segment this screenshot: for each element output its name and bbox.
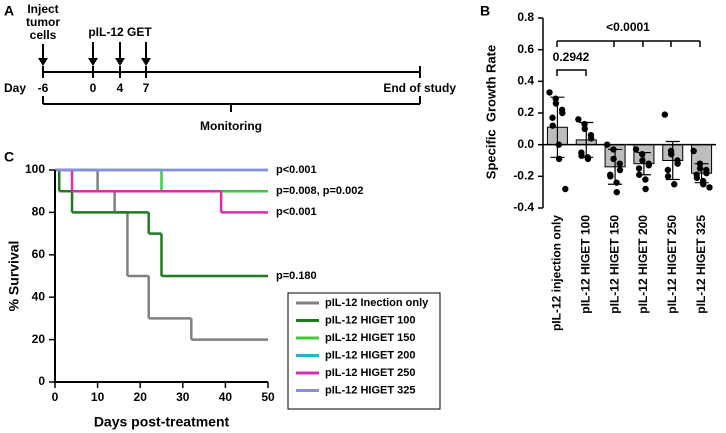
- y-tick-label: 100: [25, 162, 45, 176]
- timeline-axis-label: Day: [4, 81, 26, 95]
- timeline-arrows: [38, 58, 151, 66]
- x-tick-label: 40: [219, 390, 233, 404]
- data-point: [587, 135, 595, 142]
- data-point: [616, 160, 623, 167]
- x-tick-label: 0: [52, 390, 59, 404]
- error-bar: [636, 151, 651, 176]
- day-label: 0: [90, 81, 97, 95]
- y-tick-label: -0.2: [513, 169, 534, 183]
- data-point: [632, 146, 640, 153]
- significance-brackets: [556, 40, 701, 76]
- inject-label: Inject tumor cells: [26, 2, 60, 42]
- day-label: -6: [38, 81, 49, 95]
- x-tick-label: pIL-12 injection only: [550, 215, 564, 331]
- x-tick-label: pIL-12 HIGET 200: [636, 215, 650, 314]
- data-point: [559, 109, 566, 117]
- legend-label: pIL-12 HIGET 100: [325, 314, 415, 326]
- y-axis-label: Specific Growth Rate: [483, 45, 498, 179]
- legend-label: pIL-12 HIGET 150: [325, 332, 415, 344]
- data-point: [661, 111, 669, 118]
- data-point: [671, 181, 678, 188]
- error-bar: [665, 140, 680, 181]
- y-tick-label: -0.4: [513, 200, 534, 214]
- x-tick-label: pIL-12 HIGET 150: [607, 215, 621, 314]
- x-tick-label: 10: [91, 390, 105, 404]
- panel-label: A: [4, 3, 14, 19]
- day-label: 7: [143, 81, 150, 95]
- x-tick-label: 20: [134, 390, 148, 404]
- data-point: [552, 100, 560, 107]
- y-tick-label: 0.8: [517, 10, 534, 24]
- data-point: [664, 166, 672, 174]
- panel-label: C: [4, 149, 14, 165]
- y-tick-label: 60: [32, 247, 46, 261]
- x-tick-label: pIL-12 HIGET 100: [578, 215, 592, 314]
- period-label: Monitoring: [200, 119, 262, 133]
- y-tick-label: 0: [38, 374, 45, 388]
- y-tick-label: 0.0: [517, 137, 534, 151]
- data-point: [693, 174, 701, 182]
- x-tick-label: pIL-12 HIGET 250: [665, 215, 679, 314]
- data-point: [635, 165, 643, 172]
- data-point: [578, 152, 585, 159]
- x-axis-label: Days post-treatment: [94, 414, 230, 430]
- p-value: p=0.180: [276, 270, 317, 282]
- data-point: [642, 185, 649, 193]
- p-value: <0.0001: [606, 20, 650, 34]
- error-bar: [608, 148, 623, 185]
- y-tick-label: 0.2: [517, 105, 534, 119]
- data-point: [581, 125, 588, 133]
- x-tick-label: 50: [261, 390, 275, 404]
- data-point: [613, 188, 620, 196]
- axes: [54, 170, 268, 383]
- data-point: [668, 150, 675, 158]
- data-point: [690, 147, 697, 155]
- data-point: [562, 185, 569, 193]
- data-point: [613, 179, 620, 186]
- data-point: [549, 114, 556, 121]
- legend-label: pIL-12 HIGET 200: [325, 349, 415, 361]
- data-point: [546, 89, 553, 96]
- data-point: [575, 116, 582, 123]
- data-point: [642, 176, 649, 183]
- data-point: [610, 155, 617, 163]
- x-tick-label: pIL-12 HIGET 325: [694, 215, 708, 314]
- p-value: 0.2942: [553, 50, 590, 64]
- p-value: p<0.001: [276, 164, 317, 176]
- legend-box: [287, 292, 441, 410]
- error-bar: [694, 163, 709, 184]
- data-point: [706, 184, 713, 191]
- timeline-drawing: [42, 42, 421, 112]
- treatment-label: pIL-12 GET: [88, 25, 152, 39]
- data-point: [703, 169, 710, 177]
- day-label: 4: [117, 81, 124, 95]
- y-tick-label: 0.4: [517, 74, 534, 88]
- data-point: [664, 173, 672, 180]
- y-tick-label: 0.6: [517, 42, 534, 56]
- y-tick-label: 20: [32, 332, 46, 346]
- y-tick-label: 40: [32, 289, 46, 303]
- data-point: [616, 166, 624, 174]
- legend-label: pIL-12 HIGET 325: [325, 384, 415, 396]
- p-value: p<0.001: [276, 206, 317, 218]
- error-bar: [579, 121, 594, 158]
- p-value: p=0.008, p=0.002: [276, 185, 363, 197]
- y-tick-label: 80: [32, 205, 46, 219]
- x-tick-label: 30: [176, 390, 190, 404]
- end-label: End of study: [383, 81, 456, 95]
- data-point: [674, 160, 681, 167]
- y-axis-label: % Survival: [6, 241, 22, 312]
- legend-label: pIL-12 HIGET 250: [325, 367, 415, 379]
- data-point: [607, 173, 614, 180]
- data-point: [696, 165, 704, 172]
- panel-label: B: [480, 3, 490, 19]
- legend-label: pIL-12 Inection only: [325, 297, 429, 309]
- data-point: [645, 162, 653, 169]
- error-bar: [550, 96, 565, 158]
- data-point: [549, 122, 556, 129]
- data-point: [639, 157, 646, 164]
